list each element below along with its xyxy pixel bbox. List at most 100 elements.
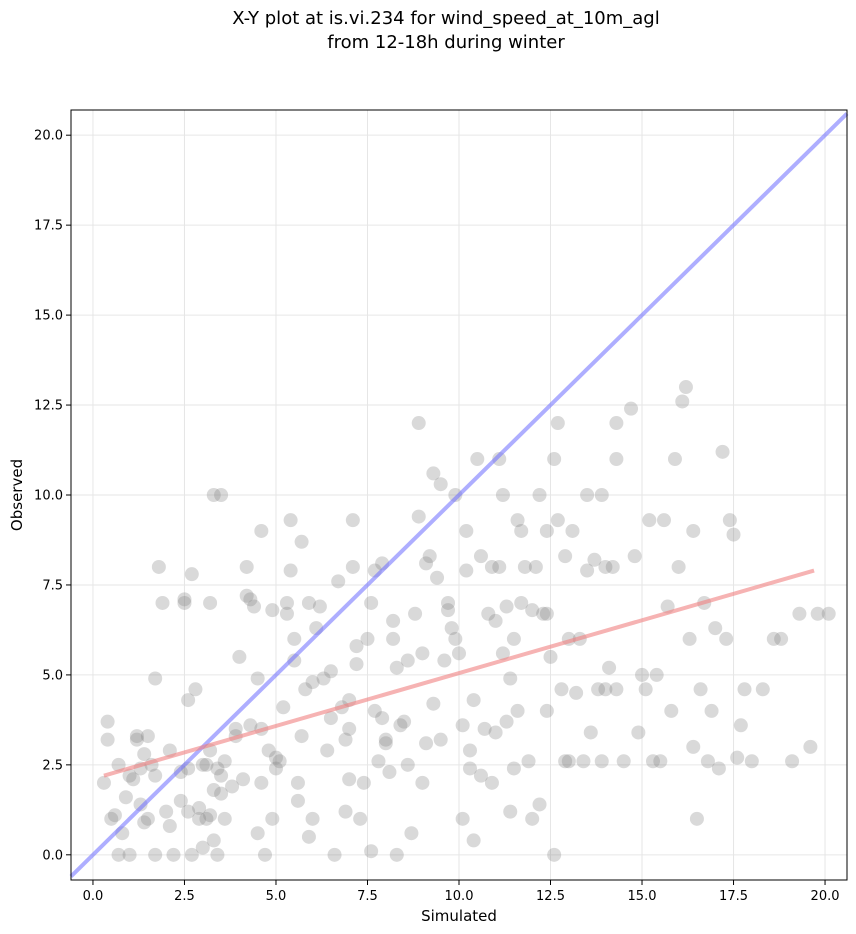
scatter-point: [210, 761, 225, 776]
scatter-point: [96, 775, 111, 790]
scatter-point: [587, 552, 602, 567]
scatter-point: [177, 592, 192, 607]
scatter-point: [181, 804, 196, 819]
scatter-point: [360, 631, 375, 646]
scatter-point: [258, 847, 272, 862]
scatter-point: [225, 779, 240, 794]
scatter-point: [404, 826, 419, 841]
scatter-point: [349, 657, 364, 672]
scatter-point: [181, 693, 196, 708]
scatter-point: [510, 513, 525, 528]
scatter-point: [148, 768, 163, 783]
scatter-point: [444, 621, 459, 636]
scatter-point: [550, 416, 565, 431]
scatter-point: [609, 682, 624, 697]
scatter-point: [137, 815, 152, 830]
scatter-point: [503, 671, 518, 686]
chart-subtitle: from 12-18h during winter: [327, 32, 565, 53]
scatter-point: [437, 653, 452, 668]
scatter-point: [462, 761, 477, 776]
scatter-point: [214, 768, 229, 783]
scatter-point: [477, 721, 492, 736]
x-axis-label: Simulated: [421, 907, 497, 925]
scatter-point: [766, 631, 781, 646]
scatter-point: [126, 772, 141, 787]
scatter-point: [525, 811, 540, 826]
scatter-point: [539, 703, 554, 718]
scatter-point: [279, 606, 294, 621]
scatter-point: [327, 847, 342, 862]
scatter-point: [236, 772, 251, 787]
scatter-point: [488, 613, 503, 628]
scatter-point: [419, 556, 434, 571]
scatter-point: [664, 703, 679, 718]
scatter-point: [389, 847, 404, 862]
scatter-point: [239, 588, 254, 603]
scatter-point: [455, 811, 470, 826]
scatter-point: [214, 786, 229, 801]
scatter-point: [550, 513, 565, 528]
scatter-point: [565, 523, 580, 538]
scatter-point: [312, 599, 327, 614]
scatter-point: [730, 750, 745, 765]
scatter-point: [272, 754, 287, 769]
scatter-point: [543, 649, 558, 664]
scatter-point: [217, 811, 232, 826]
scatter-point: [279, 595, 294, 610]
scatter-point: [148, 671, 163, 686]
scatter-point: [554, 682, 569, 697]
scatter-point: [199, 811, 214, 826]
scatter-point: [250, 826, 265, 841]
scatter-point: [484, 775, 499, 790]
scatter-point: [290, 793, 305, 808]
scatter-point: [140, 729, 155, 744]
scatter-point: [294, 729, 309, 744]
scatter-point: [433, 477, 448, 492]
scatter-point: [433, 732, 448, 747]
scatter-point: [459, 563, 474, 578]
scatter-point: [166, 847, 181, 862]
scatter-point: [576, 754, 591, 769]
x-tick-label: 2.5: [174, 889, 195, 904]
scatter-point: [294, 534, 309, 549]
y-tick-label: 5.0: [42, 668, 63, 683]
scatter-point: [499, 599, 514, 614]
scatter-point: [583, 725, 598, 740]
scatter-point: [331, 574, 346, 589]
scatter-point: [301, 595, 316, 610]
scatter-point: [137, 747, 152, 762]
scatter-point: [389, 660, 404, 675]
x-tick-label: 7.5: [357, 889, 378, 904]
scatter-point: [737, 682, 752, 697]
scatter-point: [803, 739, 818, 754]
scatter-point: [320, 743, 335, 758]
scatter-point: [287, 653, 302, 668]
scatter-point: [111, 847, 126, 862]
scatter-point: [656, 513, 671, 528]
x-tick-label: 12.5: [536, 889, 565, 904]
scatter-point: [448, 488, 463, 502]
scatter-point: [184, 567, 199, 582]
scatter-point: [466, 693, 481, 708]
scatter-point: [785, 754, 800, 769]
scatter-point: [532, 797, 547, 812]
scatter-point: [206, 783, 221, 798]
scatter-point: [726, 527, 741, 542]
scatter-point: [323, 664, 338, 679]
data-points: [96, 380, 836, 862]
scatter-point: [514, 595, 529, 610]
scatter-point: [195, 757, 210, 772]
scatter-point: [426, 696, 441, 711]
scatter-point: [400, 653, 415, 668]
scatter-point: [203, 595, 218, 610]
scatter-point: [276, 700, 291, 715]
scatter-point: [627, 549, 642, 564]
scatter-point: [473, 549, 488, 564]
scatter-point: [159, 804, 174, 819]
scatter-point: [711, 761, 726, 776]
scatter-point: [382, 765, 397, 780]
scatter-point: [671, 559, 686, 574]
scatter-point: [371, 754, 386, 769]
scatter-point: [704, 703, 719, 718]
